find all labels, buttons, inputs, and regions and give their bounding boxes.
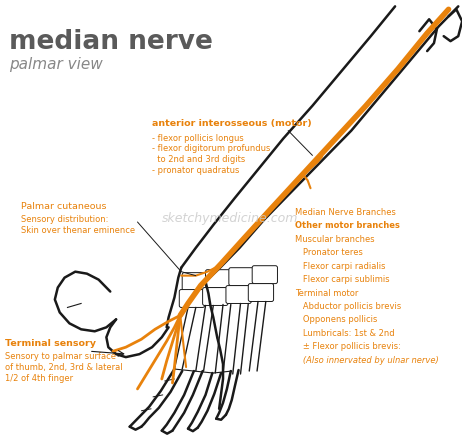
- FancyBboxPatch shape: [229, 268, 254, 286]
- Text: Terminal motor: Terminal motor: [295, 289, 358, 297]
- Text: Other motor branches: Other motor branches: [295, 221, 400, 231]
- Text: Sensory to palmar surface: Sensory to palmar surface: [5, 352, 116, 361]
- Text: Abductor pollicis brevis: Abductor pollicis brevis: [295, 302, 401, 311]
- Text: Sensory distribution:: Sensory distribution:: [21, 215, 108, 224]
- FancyBboxPatch shape: [252, 266, 277, 284]
- FancyBboxPatch shape: [248, 284, 273, 301]
- Text: Median Nerve Branches: Median Nerve Branches: [295, 208, 396, 217]
- FancyBboxPatch shape: [182, 273, 208, 290]
- Text: ± Flexor pollicis brevis:: ± Flexor pollicis brevis:: [295, 342, 401, 351]
- FancyBboxPatch shape: [202, 288, 228, 305]
- Text: Opponens pollicis: Opponens pollicis: [295, 315, 377, 324]
- FancyBboxPatch shape: [179, 290, 205, 308]
- Text: Palmar cutaneous: Palmar cutaneous: [21, 202, 106, 211]
- Text: Muscular branches: Muscular branches: [295, 235, 374, 244]
- Text: - flexor digitorum profundus: - flexor digitorum profundus: [152, 144, 271, 154]
- Text: sketchymedicine.com: sketchymedicine.com: [162, 212, 298, 224]
- Text: Flexor carpi radialis: Flexor carpi radialis: [295, 262, 385, 271]
- Text: (Also innervated by ulnar nerve): (Also innervated by ulnar nerve): [295, 356, 439, 365]
- Text: Skin over thenar eminence: Skin over thenar eminence: [21, 226, 135, 235]
- Text: Flexor carpi sublimis: Flexor carpi sublimis: [295, 275, 390, 284]
- Text: Pronator teres: Pronator teres: [295, 248, 363, 257]
- Text: - flexor pollicis longus: - flexor pollicis longus: [152, 134, 244, 143]
- Text: of thumb, 2nd, 3rd & lateral: of thumb, 2nd, 3rd & lateral: [5, 363, 123, 372]
- Text: 1/2 of 4th finger: 1/2 of 4th finger: [5, 374, 73, 383]
- Text: anterior interosseous (motor): anterior interosseous (motor): [152, 119, 312, 128]
- FancyBboxPatch shape: [226, 286, 251, 304]
- FancyBboxPatch shape: [206, 270, 231, 288]
- Text: - pronator quadratus: - pronator quadratus: [152, 166, 239, 176]
- Text: palmar view: palmar view: [9, 57, 103, 72]
- Text: to 2nd and 3rd digits: to 2nd and 3rd digits: [152, 155, 246, 165]
- Text: Terminal sensory: Terminal sensory: [5, 339, 96, 348]
- Text: Lumbricals: 1st & 2nd: Lumbricals: 1st & 2nd: [295, 329, 394, 338]
- Text: median nerve: median nerve: [9, 29, 213, 55]
